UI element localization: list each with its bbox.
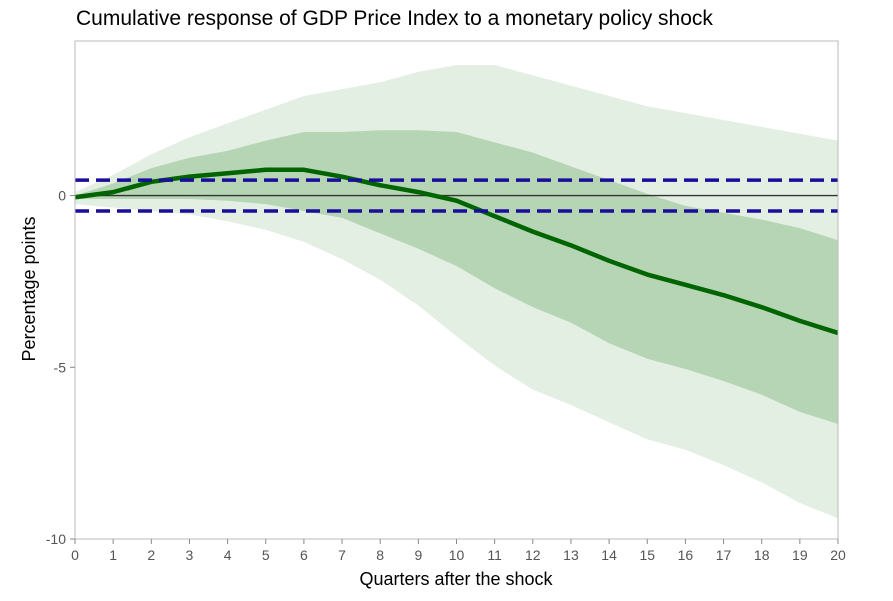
y-axis-label: Percentage points [19,216,39,361]
x-tick-label: 12 [525,547,541,563]
x-tick-label: 0 [71,547,79,563]
y-tick-label: -10 [46,531,66,547]
y-tick-label: -5 [54,359,67,375]
inner-confidence-band [75,130,838,424]
x-tick-label: 9 [414,547,422,563]
x-tick-label: 15 [639,547,655,563]
x-tick-label: 17 [716,547,732,563]
x-tick-label: 19 [792,547,808,563]
x-tick-label: 11 [487,547,502,563]
y-tick-label: 0 [58,188,66,204]
x-axis-ticks: 0 1 2 3 4 5 6 7 8 9 10 11 12 13 14 15 16 17 18 19 20 [71,539,846,563]
x-tick-label: 5 [262,547,270,563]
x-tick-label: 3 [186,547,194,563]
x-tick-label: 14 [601,547,617,563]
x-tick-label: 2 [147,547,155,563]
x-tick-label: 13 [563,547,579,563]
x-tick-label: 7 [338,547,346,563]
x-tick-label: 18 [754,547,770,563]
confidence-bands [75,65,838,519]
chart-title: Cumulative response of GDP Price Index t… [76,7,713,30]
x-tick-label: 20 [830,547,846,563]
y-axis-ticks: 0 -5 -10 [46,188,75,547]
x-axis-label: Quarters after the shock [359,569,553,589]
x-tick-label: 6 [300,547,308,563]
x-tick-label: 10 [449,547,465,563]
x-tick-label: 1 [109,547,117,563]
x-tick-label: 16 [678,547,694,563]
series-lines [74,167,839,336]
point-estimate-line [74,167,839,336]
x-tick-label: 8 [376,547,384,563]
x-tick-label: 4 [224,547,232,563]
